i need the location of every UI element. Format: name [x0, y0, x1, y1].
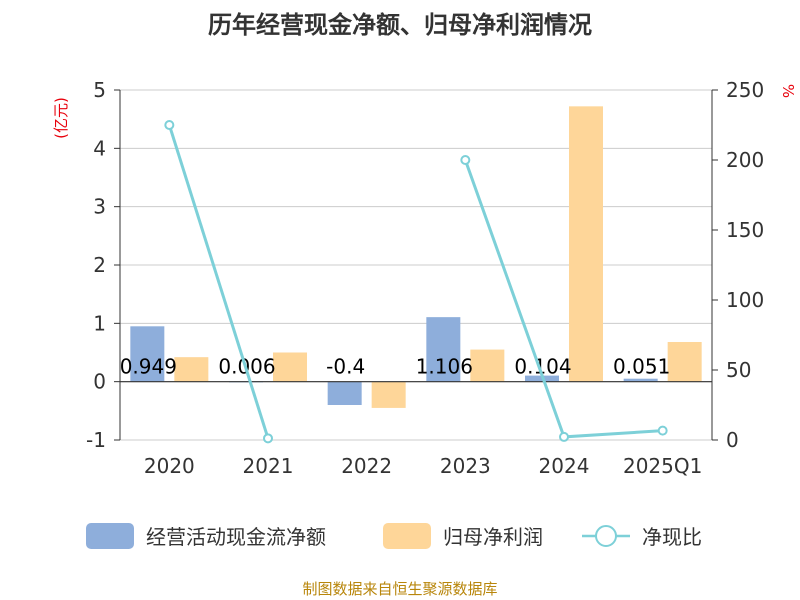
right-tick-label: 250: [726, 78, 764, 102]
left-tick-label: 2: [93, 253, 106, 277]
legend-label: 归母净利润: [443, 525, 543, 549]
cashflow-data-label: 0.051: [613, 355, 670, 379]
right-tick-label: 200: [726, 148, 764, 172]
left-tick-label: 0: [93, 370, 106, 394]
category-label: 2024: [539, 454, 590, 478]
category-label: 2025Q1: [623, 454, 702, 478]
ratio-line: [463, 159, 663, 439]
cashflow-data-label: -0.4: [326, 355, 365, 379]
left-tick-label: 5: [93, 78, 106, 102]
legend: 经营活动现金流净额 归母净利润 净现比: [86, 523, 702, 549]
legend-swatch: [383, 523, 431, 549]
left-tick-label: 4: [93, 136, 106, 160]
profit-bar: [174, 357, 209, 382]
left-tick-label: 3: [93, 195, 106, 219]
left-tick-label: 1: [93, 311, 106, 335]
cashflow-bar: [130, 326, 165, 382]
right-tick-label: 0: [726, 428, 739, 452]
ratio-point: [263, 433, 273, 444]
category-label: 2020: [144, 454, 195, 478]
cashflow-bar: [327, 381, 362, 405]
legend-label: 经营活动现金流净额: [146, 525, 326, 549]
profit-bar: [470, 349, 505, 382]
category-label: 2021: [243, 454, 294, 478]
chart-title: 历年经营现金净额、归母净利润情况: [208, 11, 592, 39]
ratio-line: [167, 124, 270, 439]
legend-label: 净现比: [642, 525, 702, 549]
profit-bar: [667, 342, 702, 382]
legend-point-swatch: [595, 525, 617, 547]
legend-swatch: [86, 523, 134, 549]
cashflow-bar: [426, 317, 461, 382]
ratio-point: [164, 120, 175, 130]
category-label: 2023: [440, 454, 491, 478]
profit-bar: [273, 352, 307, 382]
profit-bar: [569, 106, 603, 382]
ratio-point: [460, 155, 471, 165]
cashflow-data-label: 0.949: [120, 355, 177, 379]
ratio-point: [559, 431, 569, 442]
profit-bar: [371, 381, 406, 408]
category-label: 2022: [341, 454, 392, 478]
source-note: 制图数据来自恒生聚源数据库: [302, 580, 497, 598]
left-tick-label: -1: [86, 428, 106, 452]
right-tick-label: 150: [726, 218, 764, 242]
right-axis-unit: %: [779, 84, 797, 98]
ratio-point: [657, 425, 668, 436]
left-axis-unit: (亿元): [52, 97, 70, 139]
right-tick-label: 100: [726, 288, 764, 312]
cashflow-bar: [623, 378, 658, 382]
right-tick-label: 50: [726, 358, 751, 382]
cashflow-data-label: 1.106: [416, 355, 473, 379]
